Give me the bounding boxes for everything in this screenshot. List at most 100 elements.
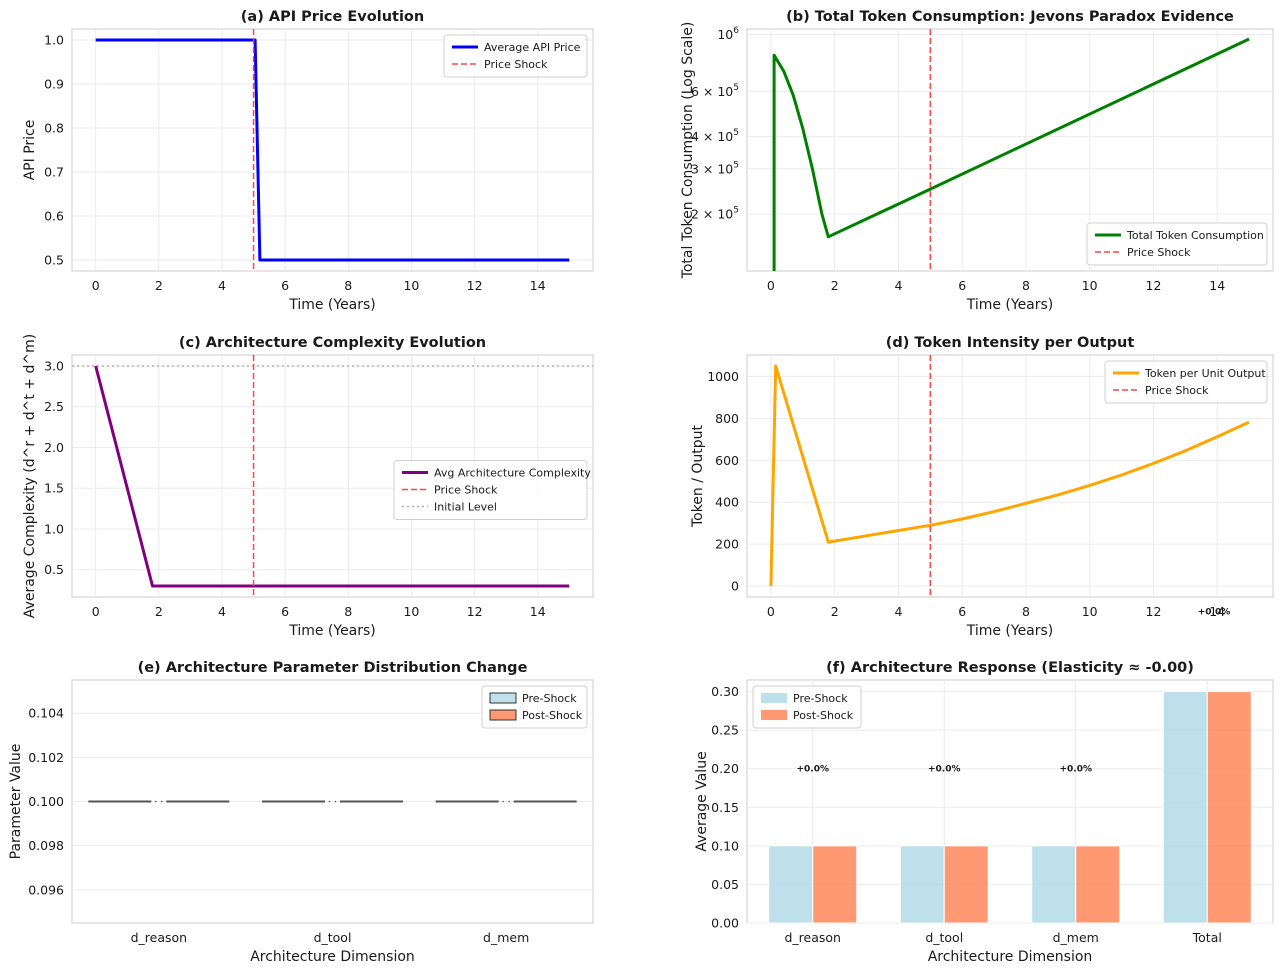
x-tick-label: 2 xyxy=(831,278,839,293)
legend-box xyxy=(393,460,588,520)
y-axis-label: Total Token Consumption (Log Scale) xyxy=(680,22,696,280)
legend-label: Initial Level xyxy=(434,501,497,514)
y-tick-base: 6 × 10 xyxy=(691,84,733,99)
change-annotation: +0.0% xyxy=(928,765,961,775)
y-tick-base: 10 xyxy=(717,27,733,42)
x-tick-label: 0 xyxy=(767,604,775,619)
legend: Pre-Shock Post-Shock xyxy=(752,685,862,729)
y-tick-exponent: 5 xyxy=(733,160,739,170)
box-post xyxy=(513,800,577,803)
x-tick-label: 0 xyxy=(767,278,775,293)
x-tick-label: 8 xyxy=(1022,278,1030,293)
y-tick-label: 0.05 xyxy=(711,877,739,892)
y-tick-base: 3 × 10 xyxy=(691,161,733,176)
y-tick-exponent: 5 xyxy=(733,83,739,93)
legend-label: Post-Shock xyxy=(793,709,854,722)
x-tick-label: 14 xyxy=(1209,278,1225,293)
x-tick-label: 10 xyxy=(1082,604,1098,619)
x-tick-label: d_mem xyxy=(483,930,529,945)
bar-pre xyxy=(768,845,814,923)
x-tick-label: 14 xyxy=(1209,604,1225,619)
y-tick-label: 2.5 xyxy=(44,399,64,414)
y-tick-label: 0.20 xyxy=(711,761,739,776)
y-tick-label: 0.9 xyxy=(44,77,64,92)
y-axis-label: API Price xyxy=(22,120,38,181)
x-tick-label: 2 xyxy=(155,604,163,619)
legend-label: Price Shock xyxy=(1145,384,1209,397)
box-outlier xyxy=(161,800,163,803)
x-tick-label: d_tool xyxy=(925,930,963,945)
y-tick-label: 200 xyxy=(715,537,739,552)
y-tick-label: 0.25 xyxy=(711,723,739,738)
x-tick-label: 4 xyxy=(218,278,226,293)
panel-title: (a) API Price Evolution xyxy=(241,9,424,25)
legend: Total Token Consumption Price Shock xyxy=(1086,222,1268,266)
legend-swatch xyxy=(489,709,517,721)
x-tick-label: 4 xyxy=(894,604,902,619)
x-axis-label: Time (Years) xyxy=(966,297,1054,313)
legend-swatch xyxy=(761,693,787,703)
x-tick-label: 0 xyxy=(92,604,100,619)
box-outlier xyxy=(334,800,337,803)
bar-post xyxy=(812,845,858,923)
legend-label: Price Shock xyxy=(1127,246,1191,259)
panel-c: 0.5 1.0 1.5 2.0 2.5 3.0 0 2 4 6 8 10 12 14 (c) Archite… xyxy=(22,334,594,639)
x-tick-label: 2 xyxy=(155,278,163,293)
data-layer xyxy=(772,29,1250,271)
x-axis-label: Time (Years) xyxy=(288,297,376,313)
y-tick-label: 0 xyxy=(731,579,739,594)
panel-title: (b) Total Token Consumption: Jevons Para… xyxy=(786,9,1234,25)
box-pre xyxy=(435,800,499,803)
bar-post xyxy=(943,845,989,923)
legend-label: Token per Unit Output xyxy=(1144,367,1266,380)
x-axis-label: Time (Years) xyxy=(288,623,376,639)
series-line xyxy=(94,365,570,588)
legend: Pre-Shock Post-Shock xyxy=(481,685,588,729)
x-tick-label: 12 xyxy=(467,604,483,619)
x-tick-label: 10 xyxy=(403,604,419,619)
y-tick-label: 600 xyxy=(715,453,739,468)
x-tick-label: 8 xyxy=(1022,604,1030,619)
x-axis-label: Time (Years) xyxy=(966,623,1054,639)
y-axis-label: Average Value xyxy=(694,751,710,851)
panel-title: (e) Architecture Parameter Distribution … xyxy=(138,660,528,676)
x-tick-label: d_reason xyxy=(785,930,841,945)
legend-box xyxy=(1086,222,1268,266)
panel-title: (c) Architecture Complexity Evolution xyxy=(179,335,486,351)
panel-a: 0.5 0.6 0.7 0.8 0.9 1.0 0 2 4 6 8 10 12 14 (a) API Pri… xyxy=(22,9,594,313)
bar-post xyxy=(1075,845,1121,923)
x-tick-label: 8 xyxy=(344,278,352,293)
x-tick-label: 6 xyxy=(958,278,966,293)
legend-label: Post-Shock xyxy=(522,709,583,722)
x-axis-label: Architecture Dimension xyxy=(250,949,415,965)
panel-f: 0.00 0.05 0.10 0.15 0.20 0.25 0.30 d_reason d_to… xyxy=(694,660,1274,965)
y-tick-label: 0.10 xyxy=(711,838,739,853)
bar-post xyxy=(1206,691,1252,923)
y-tick-label: 3 × 105 xyxy=(691,160,739,176)
panel-d: 0 200 400 600 800 1000 0 2 4 6 8 10 12 14+0.0% (d) Tok… xyxy=(690,335,1274,639)
y-tick-label: 0.100 xyxy=(28,794,64,809)
y-axis-label: Average Complexity (d^r + d^t + d^m) xyxy=(22,334,38,618)
y-tick-label: 2 × 105 xyxy=(691,206,739,222)
y-tick-label: 0.15 xyxy=(711,800,739,815)
legend-label: Avg Architecture Complexity xyxy=(434,467,591,480)
y-tick-label: 0.5 xyxy=(44,253,64,268)
legend-label: Price Shock xyxy=(434,484,498,497)
bar-pre xyxy=(1162,691,1208,923)
data-layer xyxy=(95,29,570,271)
data-layer xyxy=(768,691,1252,923)
change-annotation: +0.0% xyxy=(1059,765,1092,775)
legend-box xyxy=(443,34,588,78)
y-tick-label: 0.098 xyxy=(28,838,64,853)
x-tick-label: 6 xyxy=(958,604,966,619)
y-tick-label: 106 xyxy=(717,26,739,42)
y-tick-label: 800 xyxy=(715,411,739,426)
legend: Avg Architecture Complexity Price Shock In… xyxy=(393,460,591,520)
y-tick-label: 0.30 xyxy=(711,684,739,699)
x-tick-label: 6 xyxy=(281,604,289,619)
legend: Average API Price Price Shock xyxy=(443,34,588,78)
bar-pre xyxy=(1031,845,1077,923)
panel-title: (f) Architecture Response (Elasticity ≈ … xyxy=(826,660,1194,676)
x-tick-label: 12 xyxy=(467,278,483,293)
